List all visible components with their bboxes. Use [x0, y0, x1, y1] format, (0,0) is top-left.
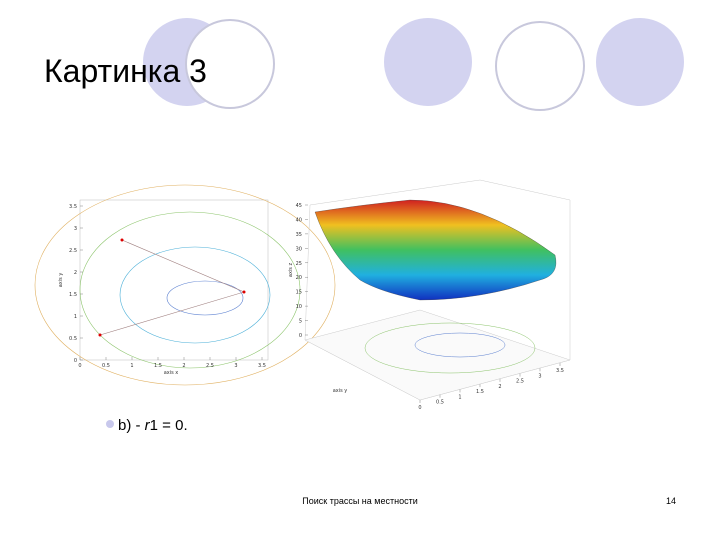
y-tick-label: 2.5 [69, 248, 77, 254]
contour [34, 184, 336, 386]
x-tick-label: 1.5 [154, 363, 162, 369]
text-part: r [145, 417, 151, 434]
z-tick-label: 0 [299, 333, 302, 339]
x-tick-label: 0 [78, 363, 81, 369]
x-tick-label: 1 [130, 363, 133, 369]
x-tick-label: 2.5 [516, 379, 524, 385]
decor-circle [384, 18, 472, 106]
contour [414, 332, 506, 358]
decor-circle [596, 18, 684, 106]
y-tick-label: 1.5 [69, 292, 77, 298]
z-axis-label: axis z [288, 263, 294, 278]
contour [79, 211, 301, 369]
x-tick-label: 3.5 [258, 363, 266, 369]
floor [304, 309, 571, 401]
z-tick-label: 15 [296, 290, 302, 296]
x-tick-label: 2 [182, 363, 185, 369]
x-tick-label: 1 [458, 394, 461, 400]
z-tick-label: 45 [296, 203, 302, 209]
y-tick-label: 2 [74, 270, 77, 276]
surface [314, 199, 557, 301]
x-tick-label: 3 [538, 373, 541, 379]
point [120, 238, 124, 242]
z-tick-label: 40 [296, 217, 302, 223]
y-axis-label: axis y [58, 273, 64, 288]
bullet-text: b) - r1 = 0. [118, 417, 188, 434]
y-tick-label: 0 [74, 358, 77, 364]
point [98, 333, 102, 337]
y-tick-label: 3 [74, 226, 77, 232]
text-part: b) - [118, 417, 145, 434]
point [242, 290, 246, 294]
y-tick-label: 1 [74, 314, 77, 320]
decor-circle [185, 19, 275, 109]
x-tick-label: 3.5 [556, 368, 564, 374]
bullet-dot [106, 420, 114, 428]
plot-frame [79, 199, 269, 361]
surface-plot: 0 5 10 15 20 25 30 35 40 45 0 0.5 1 1.5 2 2.5 3 3.5 axis z… [288, 179, 571, 411]
y-tick-label: 0.5 [69, 336, 77, 342]
z-tick-label: 5 [299, 319, 302, 325]
contour-plot: 0 0.5 1 1.5 2 2.5 3 3.5 0 0.5 1 1.5 2 2.5 3 3.5 axis x ax… [34, 184, 336, 386]
slide-title: Картинка 3 [44, 53, 207, 89]
footer-text: Поиск трассы на местности [302, 496, 417, 506]
x-tick-label: 1.5 [476, 389, 484, 395]
x-tick-label: 0.5 [436, 400, 444, 406]
text-part: 1 = 0. [150, 417, 188, 434]
decor-circle [495, 21, 585, 111]
z-tick-label: 35 [296, 232, 302, 238]
x-tick-label: 3 [234, 363, 237, 369]
contour [119, 246, 271, 344]
x-tick-label: 2.5 [206, 363, 214, 369]
x-tick-label: 0 [418, 405, 421, 411]
z-tick-label: 20 [296, 275, 302, 281]
z-tick-label: 25 [296, 261, 302, 267]
y-axis-label: axis y [333, 388, 348, 394]
y-tick-label: 3.5 [69, 204, 77, 210]
z-tick-label: 30 [296, 246, 302, 252]
contour [166, 280, 244, 316]
x-tick-label: 2 [498, 384, 501, 390]
page-number: 14 [666, 496, 676, 506]
z-tick-label: 10 [296, 304, 302, 310]
contour [364, 322, 536, 374]
x-axis-label: axis x [164, 370, 179, 376]
x-tick-label: 0.5 [102, 363, 110, 369]
